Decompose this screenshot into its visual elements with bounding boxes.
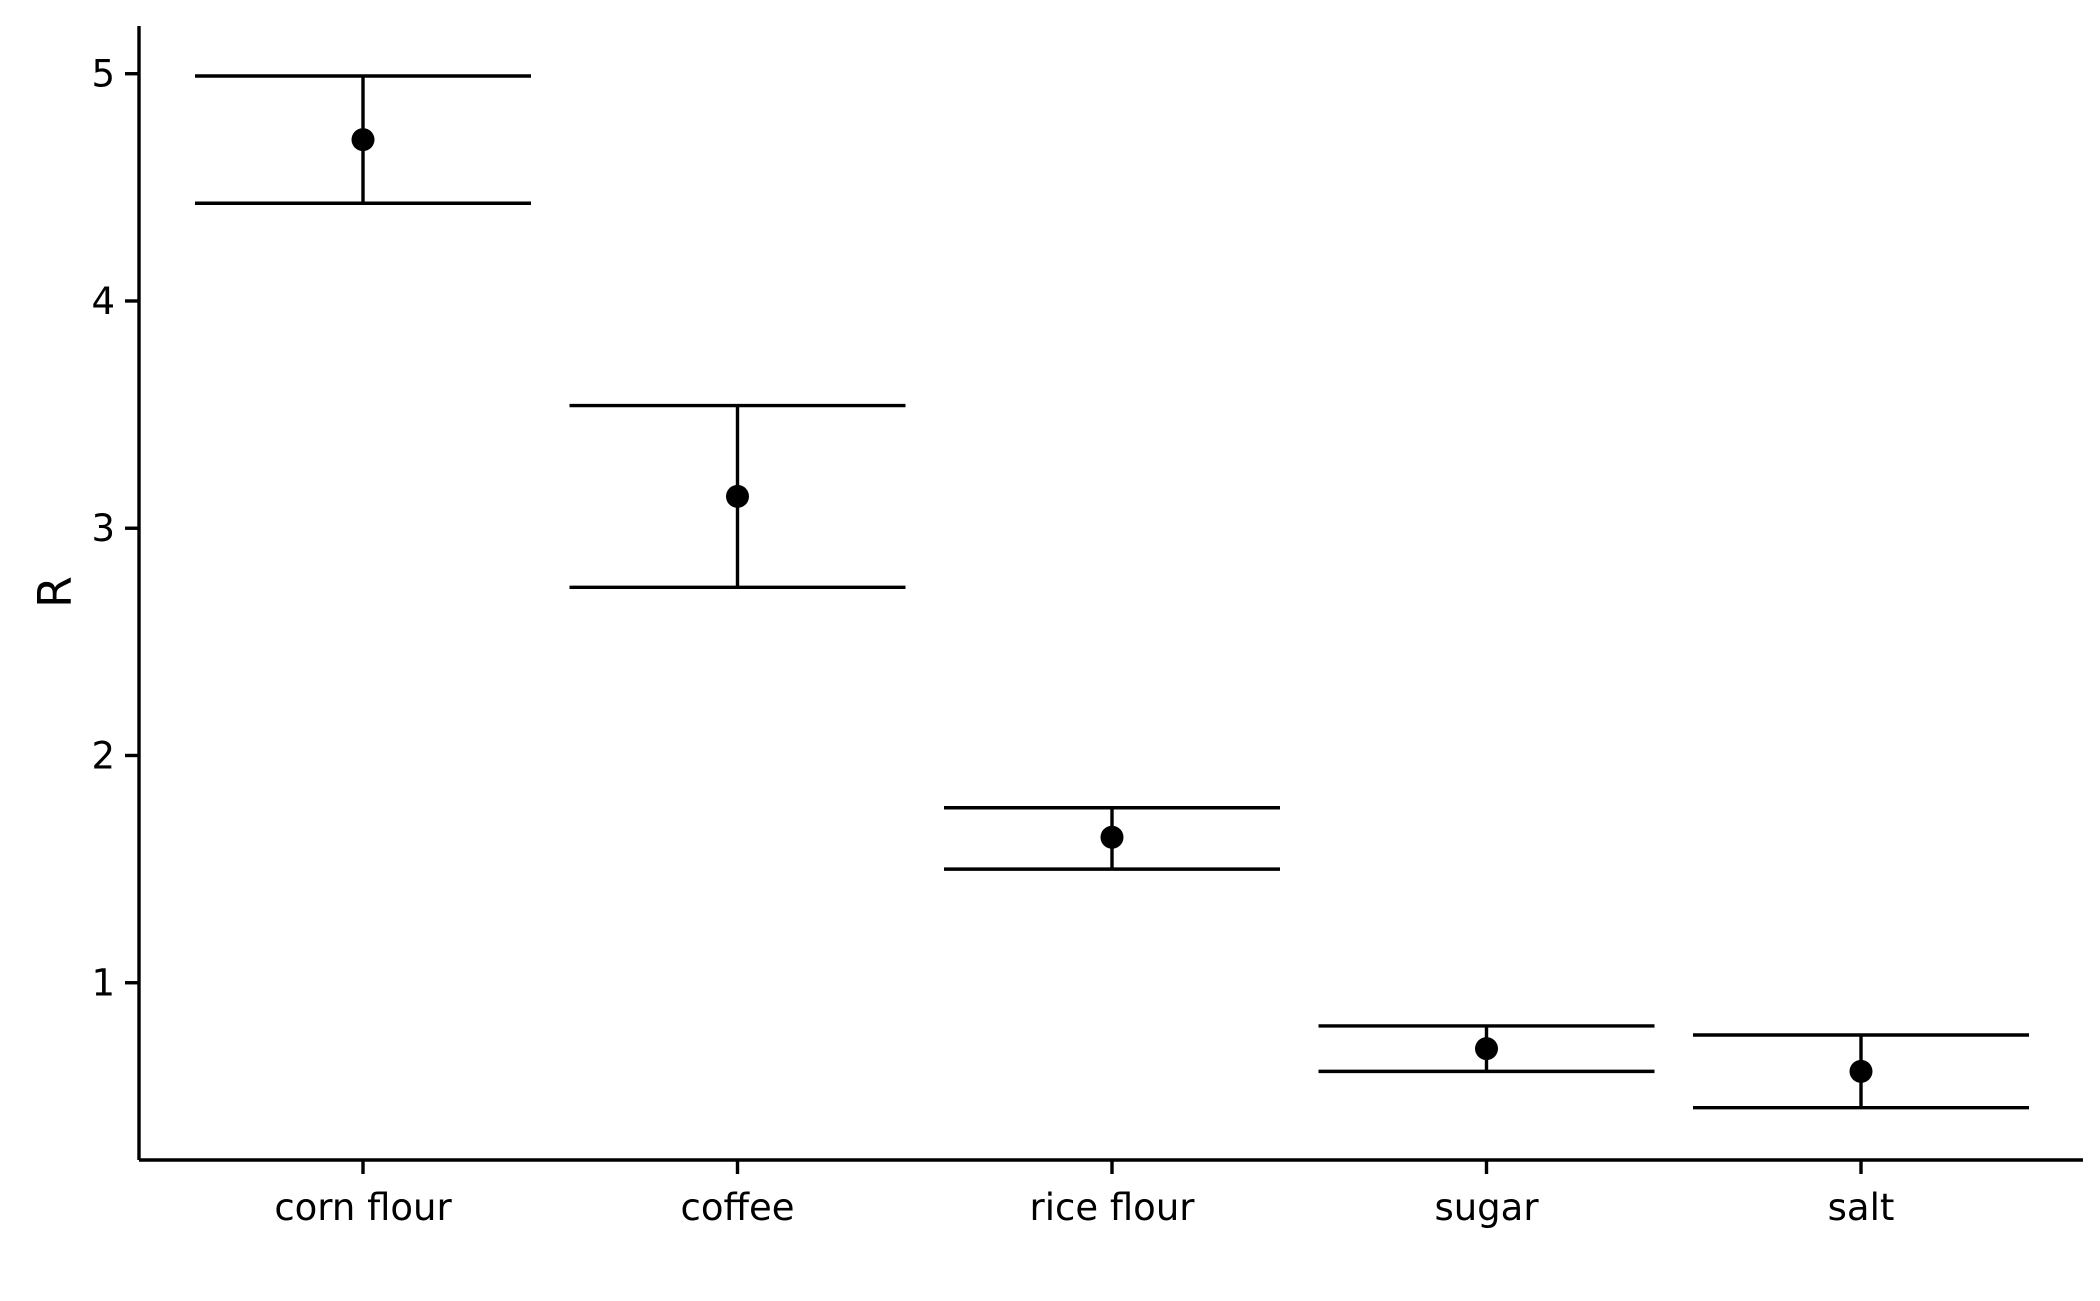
data-point <box>351 128 375 152</box>
y-tick-label: 4 <box>91 280 115 323</box>
y-tick-label: 3 <box>91 507 115 550</box>
data-point <box>726 484 749 508</box>
axes: 1 2 3 4 5 corn flour coffee rice flour sugar salt <box>91 26 2083 1229</box>
x-tick-label: coffee <box>681 1186 795 1229</box>
y-tick-label: 2 <box>91 734 115 777</box>
data-point <box>1849 1059 1873 1083</box>
y-axis-title: R <box>28 576 82 608</box>
x-tick-label: corn flour <box>274 1186 452 1229</box>
data-marks <box>195 74 2029 1110</box>
x-tick-label: salt <box>1828 1186 1895 1229</box>
x-tick-label: rice flour <box>1030 1186 1196 1229</box>
data-point <box>1475 1037 1498 1061</box>
data-point <box>1100 825 1124 849</box>
y-tick-label: 1 <box>91 962 115 1005</box>
y-tick-label: 5 <box>91 53 115 96</box>
x-tick-label: sugar <box>1434 1186 1539 1229</box>
